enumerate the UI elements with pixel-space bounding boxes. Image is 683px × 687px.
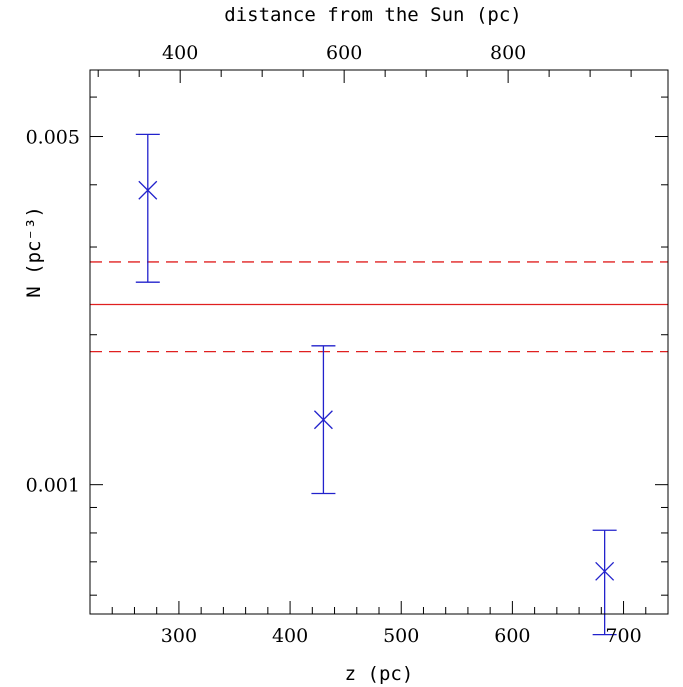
data-point-marker [138, 180, 158, 200]
y-axis-label: N (pc⁻³) [23, 206, 45, 298]
top-x-tick-label: 400 [162, 42, 198, 64]
x-axis-label: z (pc) [345, 663, 414, 685]
x-tick-label: 700 [605, 625, 641, 647]
top-x-axis-label: distance from the Sun (pc) [224, 4, 521, 26]
top-x-tick-label: 600 [326, 42, 362, 64]
x-tick-label: 600 [494, 625, 530, 647]
x-tick-label: 300 [161, 625, 197, 647]
x-tick-label: 500 [383, 625, 419, 647]
axis-ticks: 300 400 500 600 700 400 600 800 0.001 0.005 [26, 42, 669, 647]
top-x-tick-label: 800 [490, 42, 526, 64]
plot-frame [89, 69, 669, 615]
reference-lines [90, 261, 668, 353]
data-point-marker [595, 561, 615, 581]
y-tick-label: 0.005 [26, 127, 80, 149]
y-tick-label: 0.001 [26, 475, 80, 497]
data-points [135, 133, 617, 636]
data-point-marker [313, 410, 333, 430]
x-tick-label: 400 [272, 625, 308, 647]
